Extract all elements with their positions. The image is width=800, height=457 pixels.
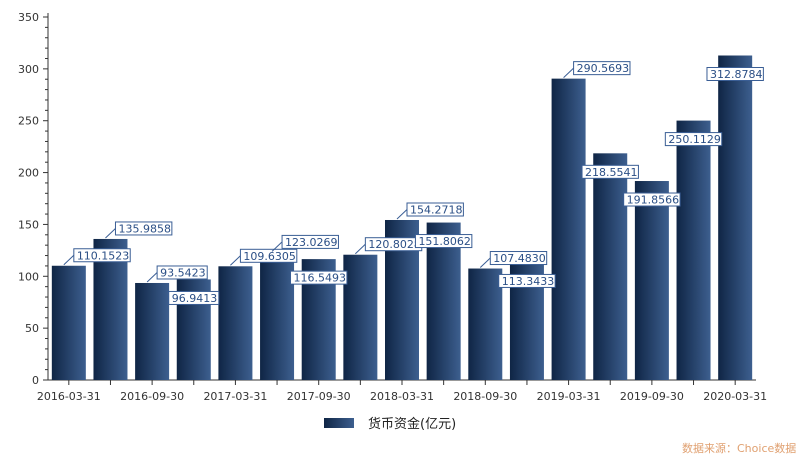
data-label-box <box>498 273 556 288</box>
data-label-box <box>168 290 220 305</box>
y-axis: 0 50 100 150 200 250 300 350 <box>18 11 49 387</box>
data-labels: 110.1523135.985893.542396.9413109.630512… <box>63 61 764 305</box>
data-label-box <box>281 234 339 249</box>
x-tick-label: 2019-09-30 <box>620 390 684 403</box>
x-tick-label: 2016-09-30 <box>120 390 184 403</box>
data-label: 191.8566 <box>627 194 680 207</box>
x-tick-label: 2016-03-31 <box>37 390 101 403</box>
label-leader <box>146 272 158 283</box>
bar <box>343 254 378 380</box>
x-tick-label: 2018-09-30 <box>453 390 517 403</box>
bar <box>676 120 711 380</box>
x-tick-label: 2018-03-31 <box>370 390 434 403</box>
data-label-box <box>623 192 681 207</box>
bar <box>426 222 461 380</box>
data-label-box <box>290 270 348 285</box>
data-label: 96.9413 <box>172 292 218 305</box>
data-label: 250.1129 <box>668 133 721 146</box>
label-leader <box>105 228 116 239</box>
x-tick-label: 2019-03-31 <box>537 390 601 403</box>
data-label: 218.5541 <box>585 166 638 179</box>
data-label-box <box>239 248 298 263</box>
y-tick-label: 200 <box>18 167 39 180</box>
bar <box>218 266 253 380</box>
label-leader <box>355 243 366 255</box>
data-label: 123.0269 <box>285 236 338 249</box>
x-tick-label: 2017-03-31 <box>203 390 267 403</box>
y-tick-label: 350 <box>18 11 39 24</box>
label-leader <box>396 209 408 220</box>
label-leader <box>479 257 491 268</box>
bar <box>135 282 170 380</box>
data-label: 107.4830 <box>493 252 546 265</box>
data-label-box <box>706 67 764 82</box>
x-tick-label: 2020-03-31 <box>703 390 767 403</box>
label-leader <box>63 254 75 266</box>
bar <box>93 238 128 380</box>
bars <box>51 55 753 381</box>
data-label: 135.9858 <box>118 222 170 235</box>
data-label-box <box>573 61 631 76</box>
data-label: 290.5693 <box>577 62 630 75</box>
bar <box>51 265 86 380</box>
data-label-box <box>156 265 208 280</box>
y-tick-label: 250 <box>18 115 39 128</box>
y-tick-label: 150 <box>18 218 39 231</box>
bar <box>260 252 295 380</box>
data-label: 109.6305 <box>243 250 295 263</box>
data-label-box <box>581 164 639 179</box>
legend-label: 货币资金(亿元) <box>368 416 456 432</box>
legend: 货币资金(亿元) <box>324 416 456 432</box>
data-label-box <box>406 202 464 217</box>
data-label-box <box>114 221 173 236</box>
y-tick-label: 0 <box>32 374 39 387</box>
label-leader <box>563 67 574 79</box>
source-note: 数据来源：Choice数据 <box>682 441 796 455</box>
bar <box>551 78 586 380</box>
label-leader <box>271 241 283 252</box>
data-label: 116.5493 <box>294 272 347 285</box>
data-label: 110.1523 <box>77 249 130 262</box>
y-tick-label: 50 <box>25 322 39 335</box>
x-tick-label: 2017-09-30 <box>287 390 351 403</box>
data-label: 120.8028 <box>368 238 421 251</box>
data-label: 151.8062 <box>418 235 471 248</box>
legend-swatch <box>324 418 354 428</box>
data-label-box <box>414 234 473 249</box>
bar <box>634 181 669 380</box>
data-label: 312.8784 <box>710 68 763 81</box>
bar <box>593 153 628 380</box>
data-label: 113.3433 <box>502 275 555 288</box>
data-label: 154.2718 <box>410 203 463 216</box>
bar <box>718 55 753 381</box>
y-tick-label: 100 <box>18 270 39 283</box>
y-tick-label: 300 <box>18 63 39 76</box>
data-label-box <box>489 251 548 266</box>
x-axis: 2016-03-31 2016-09-30 2017-03-31 2017-09-30… <box>37 379 767 403</box>
data-label-box <box>664 132 723 147</box>
bar <box>468 268 503 380</box>
data-label: 93.5423 <box>160 266 206 279</box>
data-label-box <box>73 248 131 263</box>
label-leader <box>230 255 241 266</box>
